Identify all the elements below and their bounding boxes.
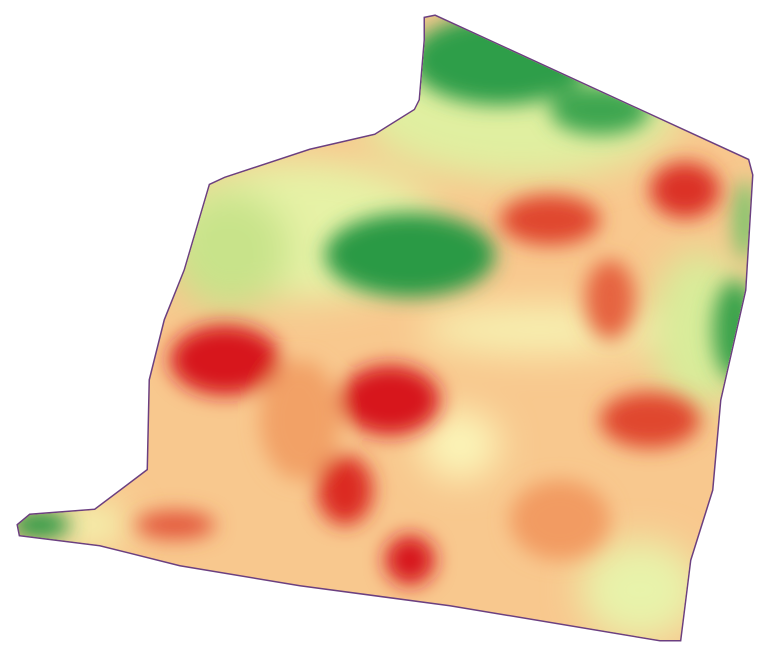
zone bbox=[733, 180, 752, 260]
zone bbox=[170, 325, 280, 395]
red-zones bbox=[135, 162, 720, 585]
zone bbox=[600, 392, 700, 448]
zone bbox=[650, 162, 720, 218]
zone bbox=[510, 480, 610, 560]
zone bbox=[585, 260, 635, 340]
zone bbox=[340, 365, 440, 435]
zone bbox=[410, 16, 590, 105]
zone bbox=[580, 540, 700, 640]
zone bbox=[385, 535, 435, 585]
zone bbox=[325, 213, 495, 297]
zone bbox=[135, 511, 215, 539]
zone bbox=[713, 280, 752, 380]
zone bbox=[50, 505, 130, 545]
zone bbox=[317, 455, 373, 525]
zone bbox=[260, 360, 340, 480]
zone bbox=[420, 410, 500, 480]
zone bbox=[550, 85, 650, 135]
zone bbox=[170, 190, 290, 310]
zone bbox=[500, 195, 600, 245]
